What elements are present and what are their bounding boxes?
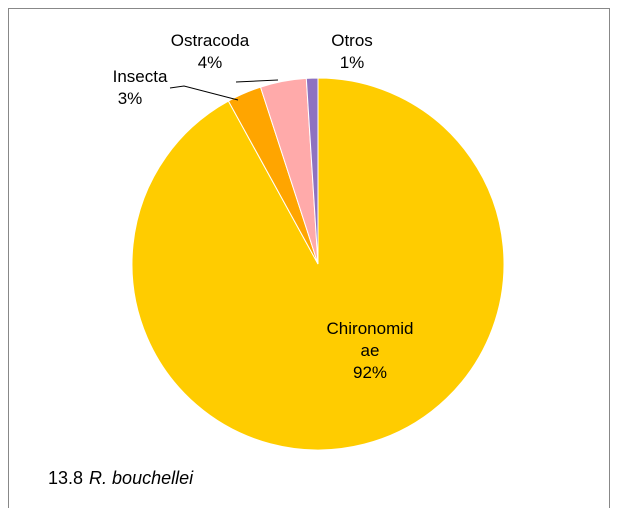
data-label: Insecta 3% bbox=[100, 66, 180, 110]
caption-number: 13.8 bbox=[48, 468, 84, 488]
value-label: 3% bbox=[117, 89, 143, 108]
leader-line bbox=[169, 85, 239, 101]
category-label: Ostracoda bbox=[170, 31, 250, 50]
caption-name: R. bouchellei bbox=[89, 468, 194, 488]
value-label: 92% bbox=[352, 363, 388, 382]
leader-line bbox=[235, 79, 279, 83]
frame bbox=[8, 8, 610, 508]
pie-slice bbox=[305, 77, 319, 265]
category-label: Insecta bbox=[112, 67, 168, 86]
data-label: Otros 1% bbox=[312, 30, 392, 74]
data-label: Ostracoda 4% bbox=[170, 30, 250, 74]
caption: 13.8 R. bouchellei bbox=[48, 468, 193, 489]
value-label: 4% bbox=[197, 53, 223, 72]
category-label: Otros bbox=[331, 31, 373, 50]
value-label: 1% bbox=[339, 53, 365, 72]
category-label: Chironomidae bbox=[326, 319, 414, 360]
data-label: Chironomidae 92% bbox=[324, 318, 416, 384]
